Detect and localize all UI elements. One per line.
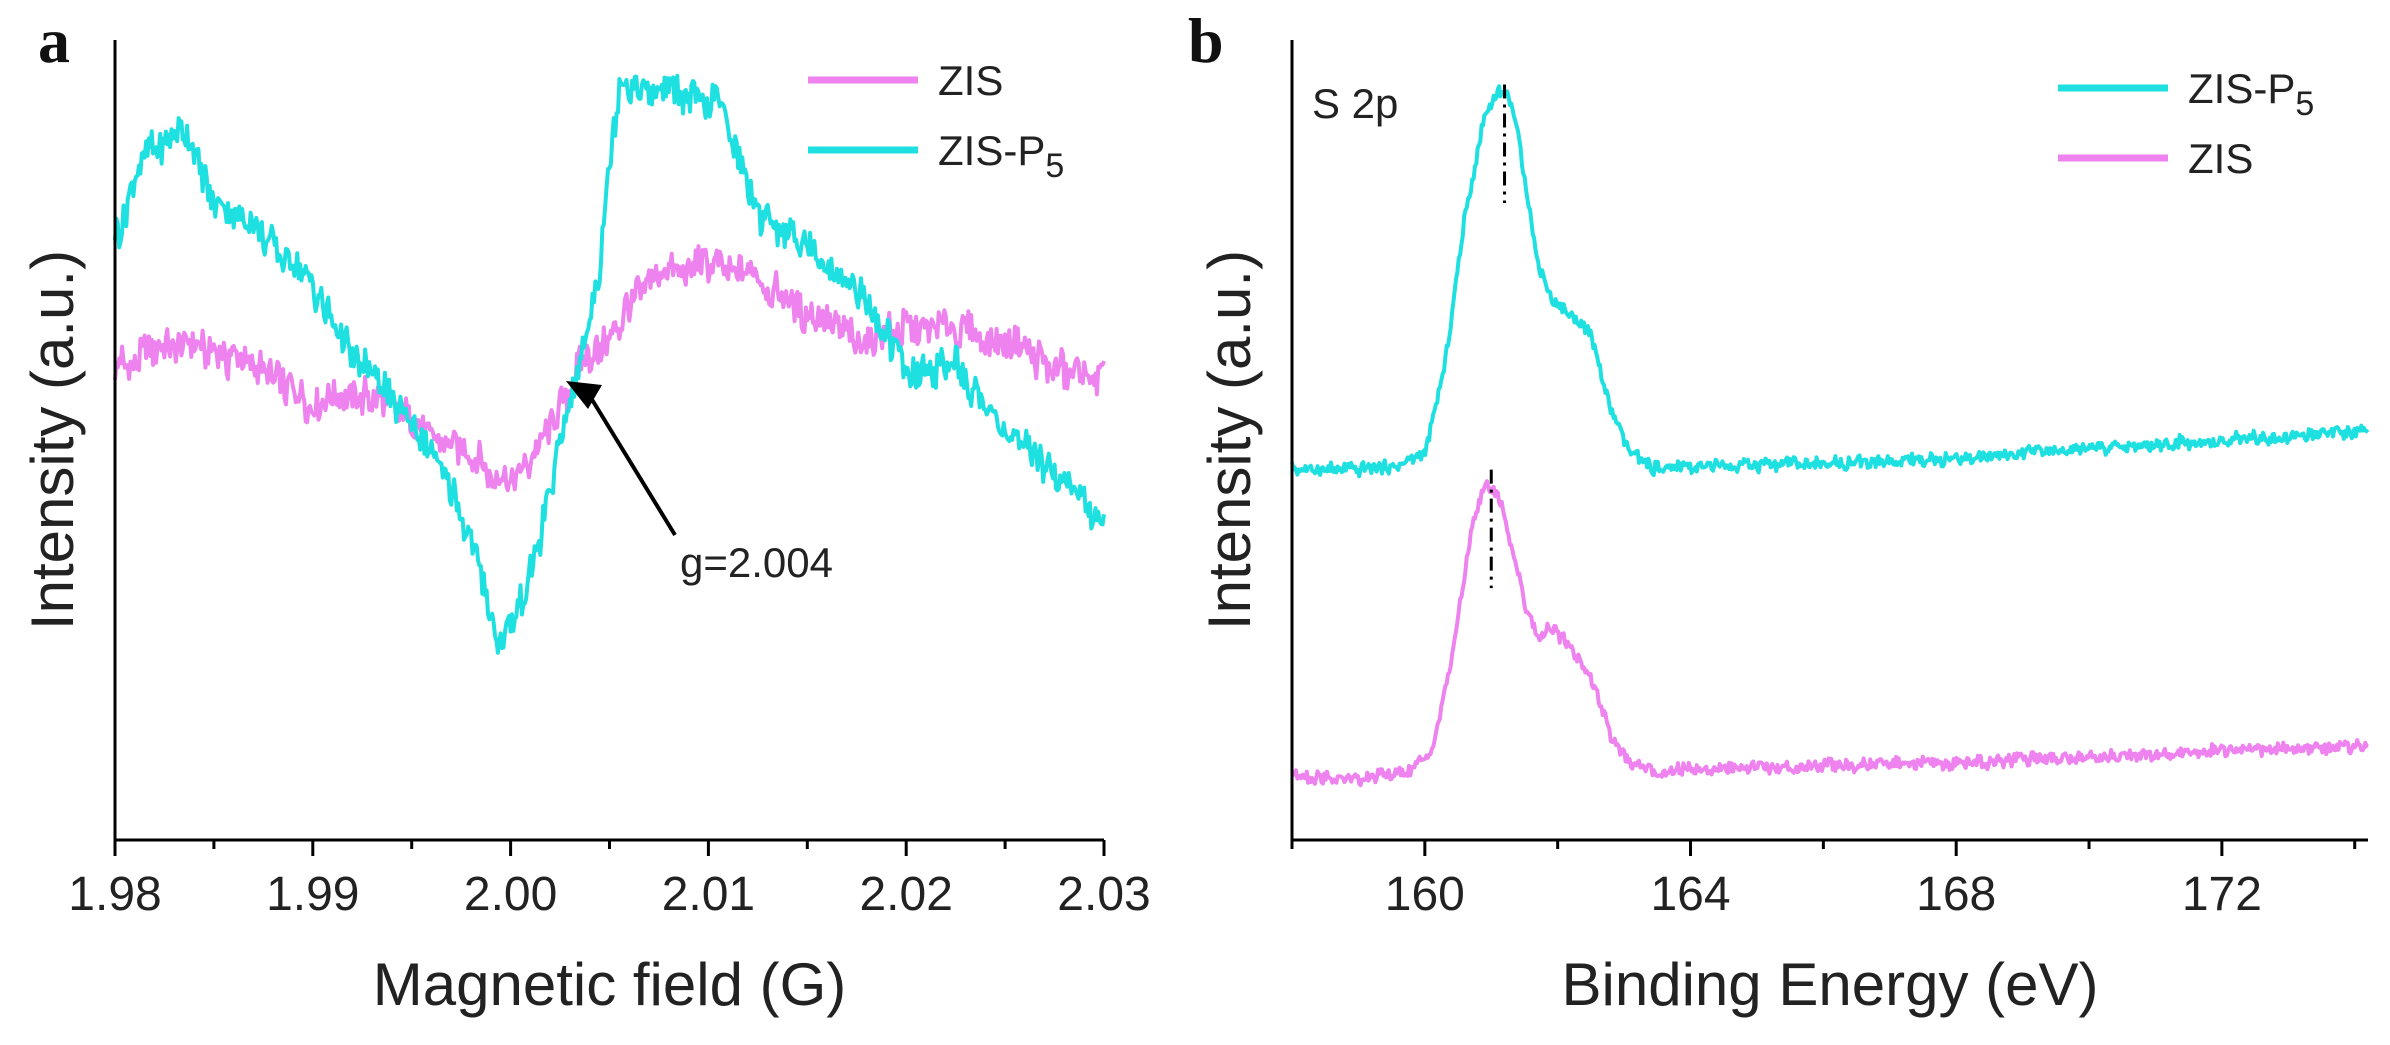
y-axis-title: Intensity (a.u.) [19,250,86,630]
annotation-label: g=2.004 [680,539,833,586]
legend-label: ZIS [938,57,1003,104]
panel-label: a [38,5,70,76]
panel-b-chart: 160 164 168 172 Binding Energy (eV) Intensity… [1188,5,2370,1018]
x-tick-label: 2.01 [662,868,755,921]
legend-label: ZIS-P5 [2188,65,2314,123]
legend-label: ZIS-P5 [938,127,1064,185]
x-tick-label: 2.03 [1057,868,1150,921]
panel-a-chart: 1.98 1.99 2.00 2.01 2.02 2.03 Magnetic field (… [19,5,1151,1018]
x-tick-label: 172 [2182,868,2262,921]
series-line-zis [113,244,1106,493]
series-line-zis-p5 [113,73,1106,655]
region-label: S 2p [1312,80,1398,127]
series-line-zis-p5 [1290,84,2370,479]
x-tick-label: 2.00 [464,868,557,921]
x-tick-label: 168 [1916,868,1996,921]
x-axis-title: Magnetic field (G) [373,951,847,1018]
annotation-arrowhead [565,380,602,409]
x-tick-label: 1.98 [68,868,161,921]
x-tick-label: 2.02 [859,868,952,921]
panel-label: b [1188,5,1224,76]
x-tick-label: 164 [1650,868,1730,921]
x-tick-label: 160 [1385,868,1465,921]
x-axis-title: Binding Energy (eV) [1562,951,2099,1018]
y-axis-title: Intensity (a.u.) [1196,250,1263,630]
legend-label: ZIS [2188,135,2253,182]
x-tick-label: 1.99 [266,868,359,921]
series-line-zis [1290,479,2369,788]
annotation-arrow-line [586,391,677,537]
